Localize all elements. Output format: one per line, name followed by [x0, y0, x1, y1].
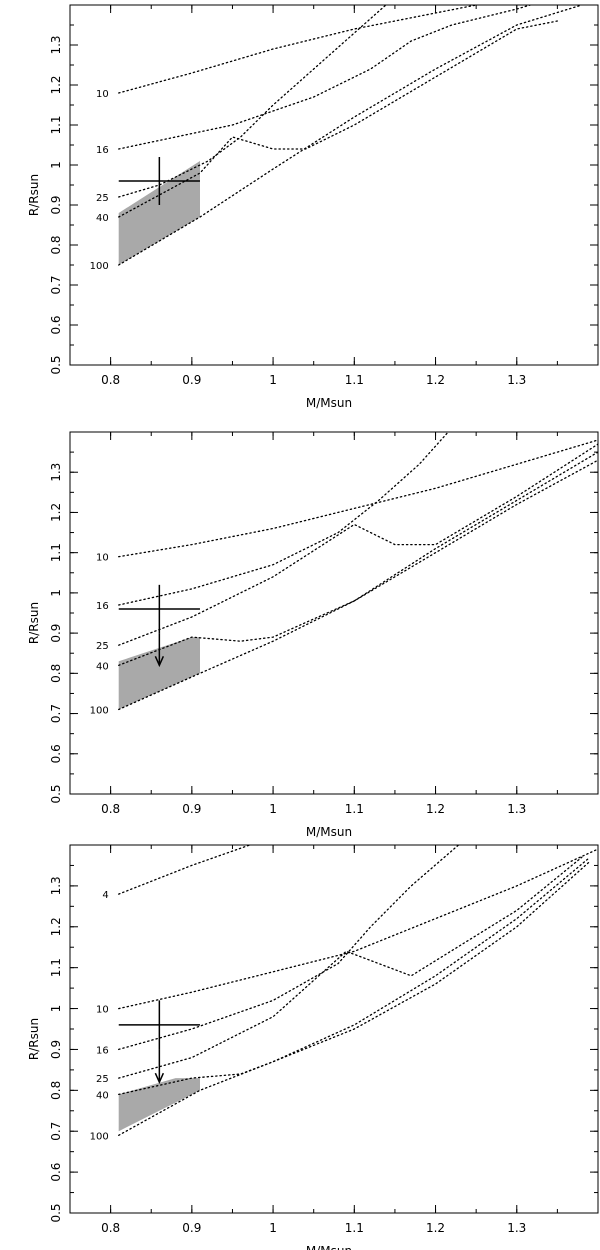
plot-frame — [69, 4, 599, 366]
upper-limit-arrow-head — [154, 655, 165, 668]
isochrone-label: 25 — [96, 1074, 109, 1085]
plot-frame — [69, 844, 599, 1214]
x-tick-label: 1 — [269, 1221, 277, 1235]
x-tick-label: 1.1 — [345, 1221, 364, 1235]
y-axis-label: R/Rsun — [27, 1018, 41, 1060]
x-tick-label: 0.8 — [101, 802, 120, 816]
isochrone-16 — [118, 432, 450, 606]
y-tick-label: 0.6 — [49, 1163, 63, 1182]
isochrone-10 — [118, 439, 598, 558]
y-tick-label: 1.2 — [49, 503, 63, 522]
x-tick-label: 0.9 — [182, 373, 201, 387]
y-tick-label: 0.7 — [49, 1122, 63, 1141]
isochrone-label: 100 — [90, 1131, 109, 1142]
isochrone-100 — [118, 5, 583, 266]
isochrone-label: 10 — [96, 89, 109, 100]
x-tick-label: 1.3 — [507, 802, 526, 816]
x-tick-label: 0.9 — [182, 1221, 201, 1235]
isochrone-label: 10 — [96, 553, 109, 564]
y-tick-label: 1.3 — [49, 35, 63, 54]
x-tick-label: 1 — [269, 373, 277, 387]
isochrone-10 — [118, 848, 598, 1010]
y-tick-label: 0.9 — [49, 195, 63, 214]
y-tick-label: 0.5 — [49, 784, 63, 803]
y-tick-label: 0.9 — [49, 1040, 63, 1059]
y-tick-label: 0.9 — [49, 624, 63, 643]
y-tick-label: 1.3 — [49, 876, 63, 895]
x-tick-label: 0.8 — [101, 373, 120, 387]
isochrone-label: 10 — [96, 1005, 109, 1016]
y-tick-label: 0.8 — [49, 1081, 63, 1100]
x-tick-label: 1.3 — [507, 1221, 526, 1235]
y-tick-label: 1.1 — [49, 543, 63, 562]
isochrone-label: 40 — [96, 661, 109, 672]
y-tick-label: 1 — [49, 1005, 63, 1013]
shaded-region — [118, 637, 200, 710]
isochrone-4 — [118, 845, 252, 895]
y-tick-label: 1.1 — [49, 958, 63, 977]
x-axis-label: M/Msun — [306, 825, 352, 839]
y-tick-label: 1.2 — [49, 917, 63, 936]
isochrone-40 — [118, 20, 559, 218]
isochrone-25 — [118, 5, 387, 198]
isochrone-label: 40 — [96, 1090, 109, 1101]
y-tick-label: 1.1 — [49, 115, 63, 134]
x-tick-label: 1.1 — [345, 373, 364, 387]
isochrone-label: 100 — [90, 261, 109, 272]
isochrone-label: 16 — [96, 145, 109, 156]
isochrone-label: 25 — [96, 193, 109, 204]
y-tick-label: 1 — [49, 161, 63, 169]
x-axis-label: M/Msun — [306, 396, 352, 410]
isochrone-label: 25 — [96, 641, 109, 652]
x-tick-label: 1.2 — [426, 1221, 445, 1235]
y-tick-label: 0.6 — [49, 744, 63, 763]
isochrone-label: 16 — [96, 601, 109, 612]
y-tick-label: 0.8 — [49, 664, 63, 683]
y-tick-label: 0.5 — [49, 355, 63, 374]
isochrone-100 — [118, 459, 598, 711]
chart-panel-3: 4 10 16 25 40 100 0.8 0.9 1 1.1 1.2 1.3 0.5 0.6 0.7 0.8… — [27, 844, 599, 1250]
isochrone-label: 40 — [96, 213, 109, 224]
chart-panel-1: 10 16 25 40 100 0.8 0.9 1 1.1 1.2 1.3 0.5 0.6 0.7 0.8 0… — [27, 4, 599, 410]
x-tick-label: 1.2 — [426, 373, 445, 387]
y-tick-label: 0.5 — [49, 1203, 63, 1222]
y-tick-label: 0.7 — [49, 704, 63, 723]
y-tick-label: 0.7 — [49, 275, 63, 294]
isochrone-10 — [118, 5, 480, 94]
y-tick-label: 1.3 — [49, 463, 63, 482]
isochrone-label: 16 — [96, 1045, 109, 1056]
y-tick-label: 1 — [49, 589, 63, 597]
isochrone-16 — [118, 845, 460, 1051]
isochrone-100 — [118, 860, 591, 1136]
plot-frame — [69, 431, 599, 795]
y-tick-label: 0.8 — [49, 235, 63, 254]
x-tick-label: 0.8 — [101, 1221, 120, 1235]
upper-limit-arrow-head — [154, 1072, 165, 1085]
x-tick-label: 1.3 — [507, 373, 526, 387]
chart-panel-2: 10 16 25 40 100 0.8 0.9 1 1.1 1.2 1.3 0.5 0.6 0.7 0.8 0… — [27, 431, 599, 839]
isochrone-25 — [118, 856, 583, 1079]
shaded-region — [118, 161, 200, 265]
x-axis-label: M/Msun — [306, 1244, 352, 1250]
shaded-region — [118, 1078, 200, 1132]
isochrone-25 — [118, 443, 598, 646]
isochrone-40 — [118, 856, 591, 1096]
x-tick-label: 0.9 — [182, 802, 201, 816]
y-tick-label: 1.2 — [49, 75, 63, 94]
isochrone-40 — [118, 451, 598, 666]
isochrone-label: 100 — [90, 706, 109, 717]
x-tick-label: 1 — [269, 802, 277, 816]
y-tick-label: 0.6 — [49, 315, 63, 334]
y-axis-label: R/Rsun — [27, 602, 41, 644]
y-axis-label: R/Rsun — [27, 174, 41, 216]
isochrone-16 — [118, 5, 533, 150]
x-tick-label: 1.1 — [345, 802, 364, 816]
isochrone-label: 4 — [102, 890, 108, 901]
x-tick-label: 1.2 — [426, 802, 445, 816]
